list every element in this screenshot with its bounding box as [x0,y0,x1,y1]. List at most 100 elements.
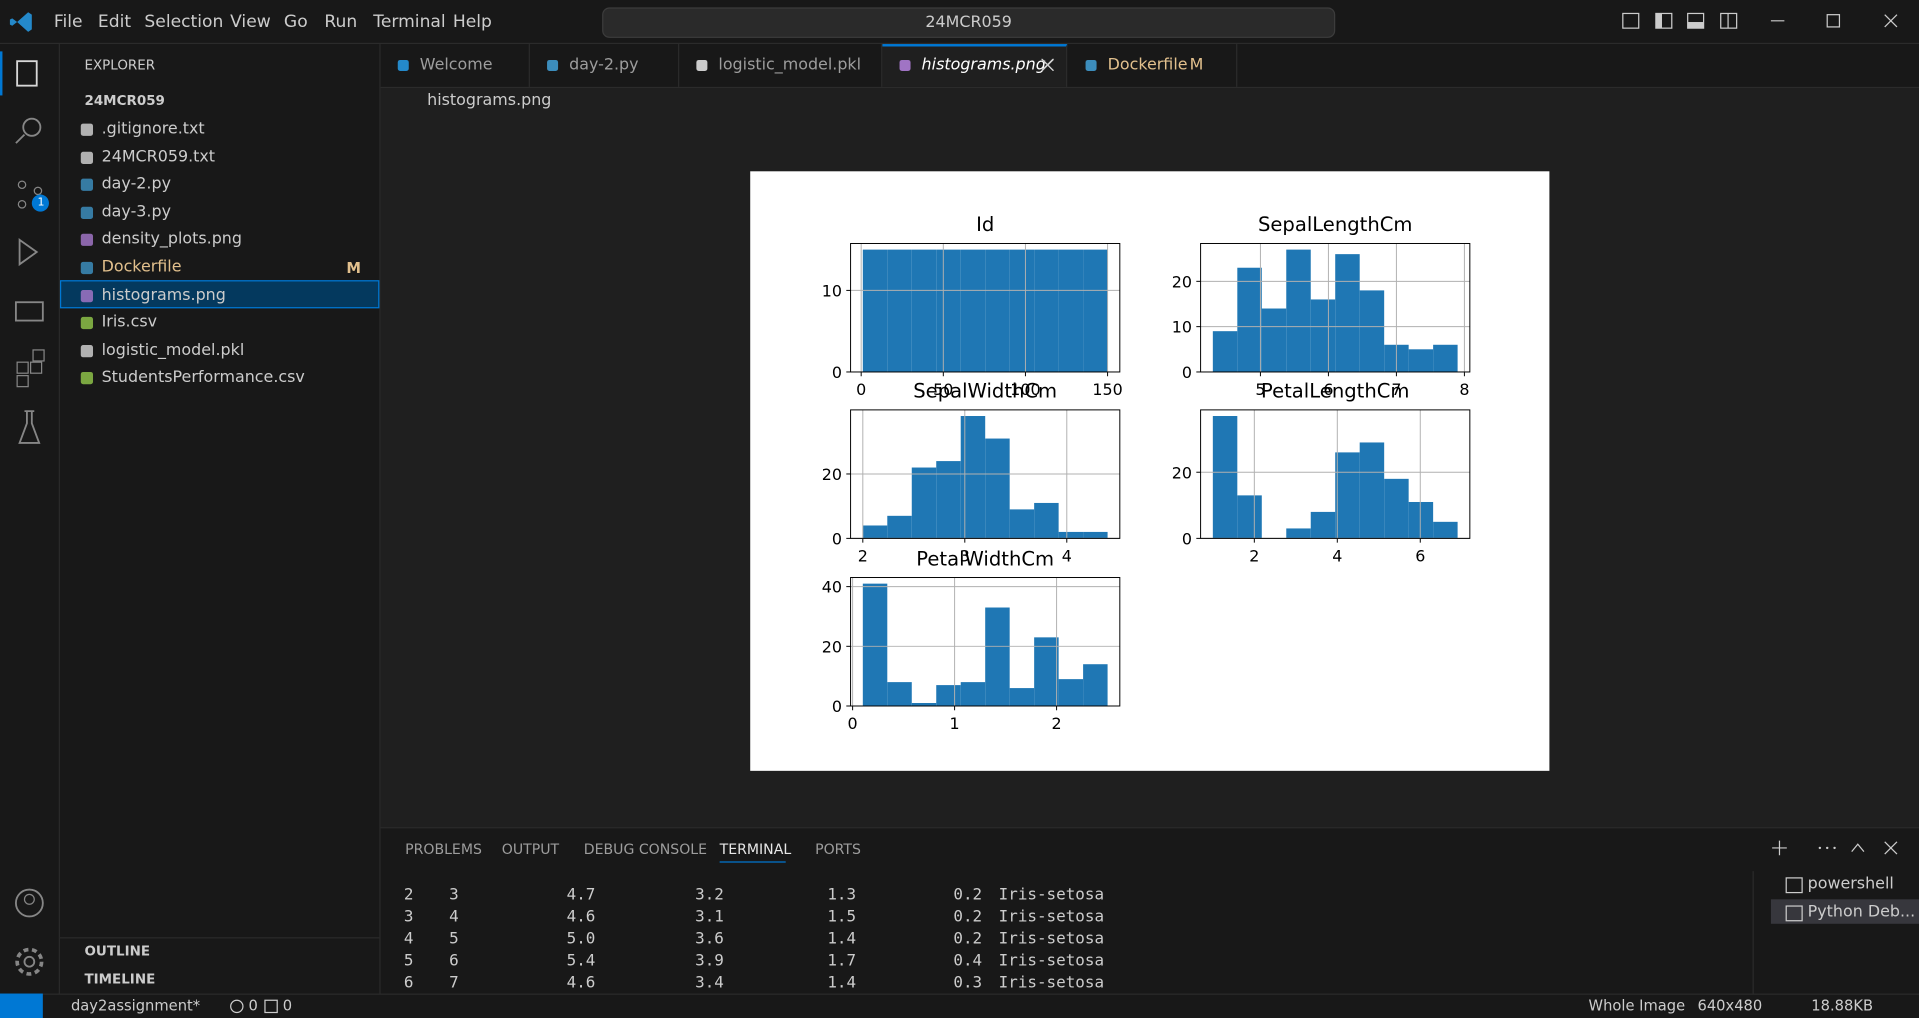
terminal-list-border [1752,871,1754,994]
histogram-bar [887,249,912,372]
y-tick-label: 0 [832,697,842,716]
menu-item[interactable]: Go [283,12,308,32]
tab-title[interactable]: Dockerfile [1107,56,1188,75]
terminal-cell: 3.4 [695,973,724,993]
terminal-name[interactable]: powershell [1807,874,1894,894]
status-item[interactable]: 18.88KB [1811,997,1874,1015]
terminal-name[interactable]: Python Deb... [1807,902,1916,922]
scm-badge: 1 [37,196,45,210]
tab[interactable] [1068,44,1238,87]
terminal-cell: 1.5 [827,907,857,927]
tab-icon [547,59,559,71]
file-name[interactable]: logistic_model.pkl [101,341,245,360]
panel-tab[interactable]: PROBLEMS [405,840,482,858]
terminal-cell: 1.3 [827,885,857,905]
tab[interactable] [882,44,1068,87]
menu-item[interactable]: Help [452,12,492,32]
tab[interactable] [679,44,883,87]
tab-title[interactable]: logistic_model.pkl [718,56,862,75]
menu-item[interactable]: Terminal [373,12,446,32]
histogram-bar [960,249,986,372]
status-item[interactable]: 640x480 [1697,997,1763,1015]
terminal-cell: 5 [403,951,414,971]
x-tick-label: 2 [1052,714,1062,733]
file-name[interactable]: Dockerfile [101,258,182,277]
file-name[interactable]: 24MCR059.txt [101,147,216,166]
file-name[interactable]: Iris.csv [101,313,158,332]
histogram-bar [1286,249,1311,372]
histogram-bar [1433,521,1458,539]
sidebar-section[interactable]: TIMELINE [84,971,156,988]
menu-item[interactable]: View [230,12,271,32]
status-branch[interactable]: day2assignment* [70,997,201,1015]
panel [380,827,1919,995]
warning-icon [264,999,278,1014]
terminal-cell: 0.3 [953,973,983,993]
terminal-cell: 3.1 [695,907,724,927]
terminal-cell: 0.2 [953,885,983,905]
x-tick-label: 3 [960,547,970,566]
menu-item[interactable]: Selection [144,12,224,32]
menu-item[interactable]: Run [324,12,358,32]
x-tick-label: 50 [933,380,953,399]
tab-title[interactable]: histograms.png [921,56,1046,75]
tab[interactable] [381,44,530,87]
command-center[interactable]: 24MCR059 [602,7,1336,38]
file-icon [80,206,94,219]
folder-name[interactable]: 24MCR059 [84,92,165,109]
file-name[interactable]: density_plots.png [101,230,242,249]
status-bar [0,993,1919,1018]
sidebar-section[interactable]: OUTLINE [84,943,151,960]
breadcrumb[interactable]: histograms.png [427,91,552,111]
menu-item[interactable]: Edit [97,12,132,32]
y-tick-label: 40 [822,578,842,597]
activity-icons[interactable] [0,44,59,993]
terminal-cell: 5.0 [566,929,596,949]
x-tick-label: 2 [858,547,868,566]
histogram-bar [1083,249,1108,372]
histogram-bar [1009,688,1035,706]
x-tick-label: 150 [1092,380,1122,399]
terminal-cell: Iris-setosa [998,929,1105,949]
histogram-bar [887,515,912,539]
x-tick-label: 1 [950,714,960,733]
tab-icon [899,59,911,71]
axes-frame [1200,242,1471,373]
panel-tab[interactable]: PORTS [815,840,861,858]
remote-indicator[interactable] [0,993,43,1018]
histogram-bar [911,249,937,372]
panel-actions[interactable] [1762,837,1919,861]
menu-item[interactable]: File [53,12,83,32]
x-tick-label: 7 [1391,380,1401,399]
tab-icon [696,59,708,71]
terminal-cell: 4 [449,907,459,927]
histogram-bar [936,685,961,706]
terminal-cell: 1.7 [827,951,857,971]
tab-title[interactable]: day-2.py [569,56,639,75]
file-name[interactable]: histograms.png [101,285,226,305]
x-tick-label: 2 [1249,547,1259,566]
terminal-cell: Iris-setosa [998,885,1105,905]
status-errors[interactable]: 0 [248,997,258,1015]
file-name[interactable]: day-2.py [101,175,172,194]
y-tick-label: 20 [1172,463,1192,482]
file-name[interactable]: day-3.py [101,202,172,222]
panel-tab[interactable]: DEBUG CONSOLE [583,840,708,858]
histogram-title: SepalLengthCm [1258,213,1413,236]
tab[interactable] [530,44,680,87]
terminal-cell: 6 [403,973,414,993]
sidebar-title: EXPLORER [84,57,156,74]
sidebar [59,44,381,994]
terminal-cell: Iris-setosa [998,907,1105,927]
panel-tab[interactable]: OUTPUT [501,840,560,858]
file-name[interactable]: .gitignore.txt [101,119,205,139]
terminal-cell: 3 [403,907,414,927]
panel-tab[interactable]: TERMINAL [719,840,792,858]
histogram-bar [1384,478,1409,539]
status-item[interactable]: Whole Image [1588,997,1686,1015]
file-name[interactable]: StudentsPerformance.csv [101,368,305,388]
tab-title[interactable]: Welcome [419,56,493,75]
status-warnings[interactable]: 0 [282,997,293,1015]
